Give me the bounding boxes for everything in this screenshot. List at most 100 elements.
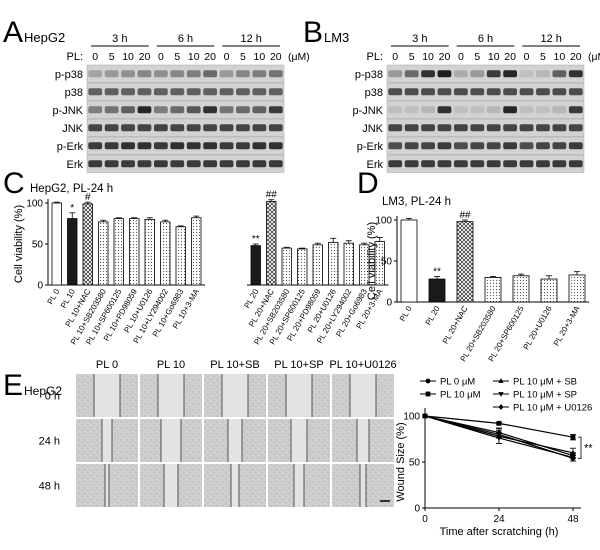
blot-band <box>203 106 218 114</box>
blot-band <box>519 160 534 168</box>
significance-bracket <box>578 436 582 459</box>
time-label: 12 h <box>240 33 261 45</box>
blot-band <box>453 88 468 96</box>
wound-gap <box>222 374 248 417</box>
wound-gap <box>360 464 366 507</box>
blot-band <box>252 106 267 114</box>
data-point <box>570 434 576 440</box>
blot-band <box>203 142 218 150</box>
time-label: 3 h <box>112 33 127 45</box>
blot-band <box>404 160 419 168</box>
dose-label: 10 <box>188 51 200 63</box>
blot-band <box>268 142 283 150</box>
wound-gap <box>164 464 178 507</box>
data-point <box>498 378 504 383</box>
bar <box>540 278 558 303</box>
blot-band <box>203 88 218 96</box>
blot-strip <box>386 82 585 101</box>
blot-band <box>519 106 534 114</box>
bar <box>175 226 186 286</box>
blot-band <box>104 106 119 114</box>
dose-label: 10 <box>554 51 566 63</box>
protein-label: JNK <box>62 123 83 135</box>
wound-gap <box>105 464 109 507</box>
blot-band <box>137 142 152 150</box>
blot-band <box>404 142 419 150</box>
wound-gap <box>158 374 184 417</box>
significance-mark: ## <box>266 190 278 201</box>
blot-band <box>121 160 135 168</box>
blot-band <box>170 142 185 150</box>
dose-label: 20 <box>204 51 216 63</box>
protein-label: p-Erk <box>357 141 384 153</box>
cell-line-label: HepG2 <box>24 384 62 398</box>
blot-band <box>486 160 501 168</box>
panel-letter: B <box>303 16 323 49</box>
blot-band <box>453 70 468 78</box>
wound-gap <box>286 374 312 417</box>
bar <box>568 274 586 303</box>
blot-band <box>88 142 103 150</box>
blot-band <box>568 160 583 168</box>
panel-letter: E <box>3 369 23 402</box>
blot-band <box>153 106 168 114</box>
blot-band <box>88 88 103 96</box>
chart-title: LM3, PL-24 h <box>382 196 451 208</box>
blot-band <box>104 160 119 168</box>
blot-band <box>186 88 201 96</box>
bar <box>191 217 202 286</box>
time-label: 24 h <box>39 436 60 448</box>
condition-label: PL 10+SB <box>210 359 259 371</box>
blot-band <box>268 70 283 78</box>
protein-label: p-JNK <box>52 105 83 117</box>
dose-label: 5 <box>174 51 180 63</box>
bar <box>281 247 292 286</box>
wound-gap <box>291 419 307 462</box>
dose-label: 20 <box>270 51 282 63</box>
blot-band <box>453 142 468 150</box>
y-tick-label: 100 <box>26 199 43 210</box>
pl-label: PL: <box>66 51 83 63</box>
panel-letter: C <box>3 167 25 200</box>
blot-strip <box>386 100 585 119</box>
blot-band <box>536 160 550 168</box>
blot-band <box>421 88 435 96</box>
blot-band <box>552 70 567 78</box>
blot-band <box>88 106 103 114</box>
panel-e-wound-images: E HepG2 PL 0 PL 10 PL 10+SB PL 10+SP PL 10+U01… <box>3 359 397 507</box>
dose-label: 5 <box>240 51 246 63</box>
blot-band <box>421 142 435 150</box>
x-tick-label: 24 <box>493 514 505 525</box>
panel-e-line-chart: 0 50 100 0 24 48 Time after scratching (h) Woun… <box>395 377 593 539</box>
blot-band <box>519 142 534 150</box>
protein-label: p-p38 <box>55 69 83 81</box>
wound-gap <box>228 419 242 462</box>
blot-band <box>203 70 218 78</box>
blot-band <box>219 88 234 96</box>
blot-band <box>137 70 152 78</box>
blot-band <box>104 124 119 132</box>
blot-band <box>536 106 550 114</box>
blot-band <box>503 142 518 150</box>
x-tick-label: 48 <box>567 514 579 525</box>
blot-band <box>137 160 152 168</box>
blot-band <box>437 142 452 150</box>
blot-band <box>252 88 267 96</box>
blot-band <box>437 106 452 114</box>
blot-band <box>170 124 185 132</box>
blot-band <box>437 124 452 132</box>
blot-band <box>519 88 534 96</box>
blot-band <box>421 124 435 132</box>
blot-band <box>404 70 419 78</box>
blot-band <box>153 160 168 168</box>
time-label: 12 h <box>540 33 561 45</box>
bar <box>82 203 93 286</box>
series-5 <box>422 413 576 459</box>
blot-band <box>121 106 135 114</box>
bar <box>512 275 530 303</box>
data-point <box>498 392 504 397</box>
wound-gap <box>102 419 112 462</box>
blot-band <box>388 160 403 168</box>
protein-label: p-JNK <box>352 105 383 117</box>
